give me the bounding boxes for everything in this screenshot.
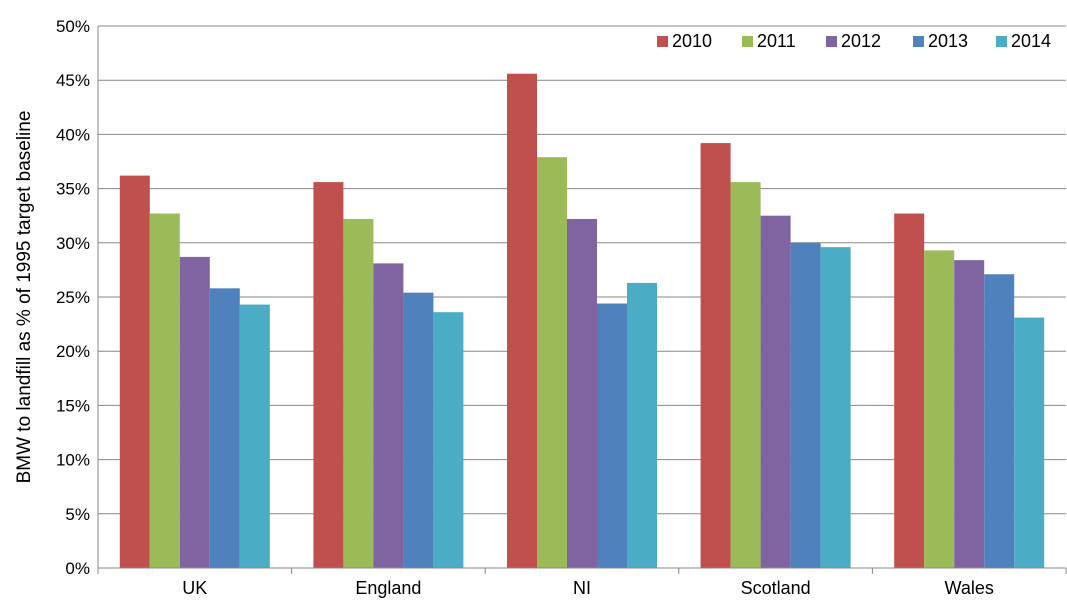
legend-swatch [657, 36, 668, 47]
x-axis [97, 26, 1067, 574]
bar-2010-england [313, 182, 344, 568]
legend-label: 2013 [928, 31, 968, 51]
y-tick-label: 10% [56, 451, 90, 470]
bar-2014-england [433, 312, 464, 568]
legend-label: 2012 [841, 31, 881, 51]
y-tick-label: 15% [56, 396, 90, 415]
bar-2014-ni [627, 282, 657, 568]
y-tick-label: 35% [56, 180, 90, 199]
bar-2012-uk [179, 256, 210, 568]
bar-2011-scotland [730, 182, 761, 568]
bar-2012-england [373, 263, 404, 568]
legend-swatch [826, 36, 837, 47]
bar-2010-scotland [700, 143, 731, 568]
legend-label: 2010 [672, 31, 712, 51]
y-tick-label: 40% [56, 125, 90, 144]
y-tick-label: 30% [56, 234, 90, 253]
bar-2011-wales [924, 250, 955, 568]
legend-label: 2014 [1011, 31, 1051, 51]
y-tick-label: 20% [56, 342, 90, 361]
bar-2014-uk [239, 304, 270, 568]
y-axis-ticks: 0% 5% 10% 15% 20% 25% 30% 35% 40% 45% 50% [56, 17, 90, 578]
x-category-label: Wales [945, 578, 994, 598]
bar-2011-ni [537, 157, 567, 568]
bar-2011-england [343, 218, 374, 568]
bar-2014-scotland [820, 247, 851, 569]
bar-2013-wales [984, 274, 1015, 568]
y-tick-label: 5% [65, 505, 90, 524]
bar-2013-uk [209, 288, 240, 568]
bar-2013-england [403, 292, 434, 568]
bar-2013-scotland [790, 242, 821, 569]
legend: 2010 2011 2012 2013 2014 [657, 31, 1051, 51]
y-tick-label: 50% [56, 17, 90, 36]
y-axis-label: BMW to landfill as % of 1995 target base… [14, 111, 35, 484]
bar-2014-wales [1014, 317, 1045, 568]
x-category-label: England [355, 578, 421, 598]
bar-2012-wales [954, 260, 985, 568]
bar-2010-wales [894, 213, 925, 569]
x-category-label: Scotland [741, 578, 811, 598]
legend-swatch [913, 36, 924, 47]
legend-swatch [742, 36, 753, 47]
bar-2010-ni [507, 73, 537, 569]
y-tick-label: 25% [56, 288, 90, 307]
bar-2011-uk [149, 213, 180, 569]
y-tick-label: 45% [56, 71, 90, 90]
bars [119, 73, 1045, 569]
bar-2012-ni [567, 218, 597, 568]
legend-label: 2011 [757, 31, 796, 51]
x-category-label: NI [573, 578, 591, 598]
bar-2012-scotland [760, 215, 791, 568]
y-tick-label: 0% [65, 559, 90, 578]
x-axis-categories: UK England NI Scotland Wales [182, 578, 994, 598]
legend-swatch [996, 36, 1007, 47]
x-category-label: UK [182, 578, 207, 598]
bar-2010-uk [119, 175, 150, 569]
bar-2013-ni [597, 303, 627, 568]
